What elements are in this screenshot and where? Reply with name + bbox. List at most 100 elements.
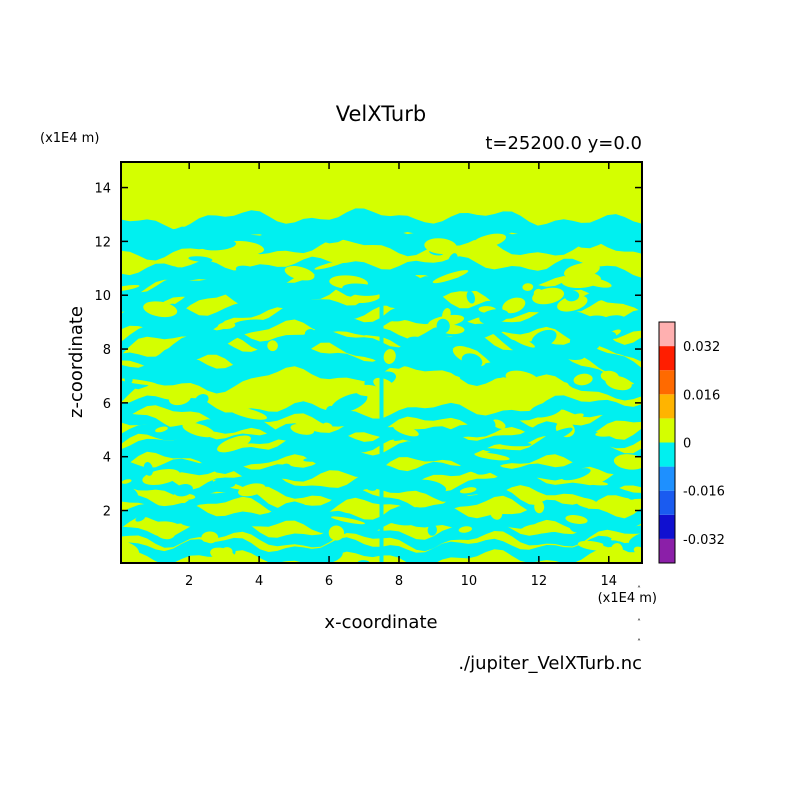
- turbulence-patch: [244, 355, 263, 368]
- turbulence-patch: [613, 454, 642, 470]
- turbulence-patch: [427, 524, 438, 536]
- turbulence-patch: [603, 331, 617, 341]
- turbulence-patch: [188, 256, 213, 262]
- turbulence-patch: [323, 422, 333, 431]
- turbulence-patch: [580, 277, 612, 288]
- turbulence-patch: [505, 370, 539, 387]
- turbulence-patch: [249, 381, 282, 401]
- turbulence-patch: [569, 335, 600, 351]
- center-seam: [379, 295, 384, 563]
- turbulence-patch: [584, 315, 614, 330]
- x-tick-label: 10: [461, 574, 478, 589]
- y-tick-label: 14: [94, 182, 111, 197]
- colorbar-swatch: [659, 442, 675, 467]
- turbulence-patch: [342, 283, 382, 296]
- turbulence-patch: [489, 504, 503, 520]
- heatmap-plot-area: [120, 161, 643, 564]
- turbulence-patch: [313, 547, 343, 563]
- y-tick-label: 4: [103, 451, 111, 466]
- colorbar-frame: [658, 321, 676, 564]
- turbulence-patch: [538, 427, 573, 445]
- colorbar-swatch: [659, 466, 675, 491]
- colorbar-swatch: [659, 418, 675, 443]
- x-tick-label: 2: [185, 574, 193, 589]
- colorbar-tick-label: -0.032: [683, 533, 725, 548]
- y-axis-unit: (x1E4 m): [40, 131, 99, 146]
- turbulence-patch: [600, 370, 619, 383]
- turbulence-patch: [475, 465, 497, 475]
- turbulence-patch: [530, 246, 567, 251]
- x-axis-unit: (x1E4 m): [598, 591, 657, 606]
- turbulence-patch: [577, 540, 608, 551]
- turbulence-patch: [573, 319, 588, 329]
- turbulence-patch: [561, 468, 591, 481]
- turbulence-patch: [534, 500, 545, 514]
- turbulence-patch: [355, 384, 380, 397]
- turbulence-patch: [509, 334, 536, 348]
- turbulence-patch: [565, 413, 584, 423]
- x-tick-label: 12: [531, 574, 548, 589]
- turbulence-patch: [121, 479, 132, 484]
- turbulence-patch: [432, 270, 469, 284]
- plot-frame: [120, 161, 643, 564]
- turbulence-patch: [328, 525, 345, 541]
- turbulence-patch: [633, 546, 642, 555]
- y-tick-label: 10: [94, 289, 111, 304]
- y-tick-label: 12: [94, 235, 111, 250]
- colorbar-tick-label: -0.016: [683, 485, 725, 500]
- turbulence-patch: [466, 291, 476, 304]
- y-tick-label: 2: [103, 505, 111, 520]
- turbulence-patch: [280, 384, 309, 392]
- x-tick-label: 6: [325, 574, 333, 589]
- colorbar-swatch: [659, 370, 675, 395]
- turbulence-patch: [629, 532, 642, 545]
- x-tick-label: 4: [255, 574, 263, 589]
- turbulence-patch: [143, 301, 178, 318]
- turbulence-patch: [557, 295, 588, 312]
- turbulence-patch: [217, 435, 251, 453]
- turbulence-patch: [633, 380, 642, 391]
- turbulence-patch: [383, 349, 396, 364]
- x-axis-label: x-coordinate: [324, 612, 437, 633]
- turbulence-patch: [238, 483, 266, 497]
- turbulence-patch: [281, 463, 292, 473]
- marker-dot: ˄: [637, 638, 641, 647]
- turbulence-patch: [213, 478, 236, 489]
- turbulence-patch: [436, 318, 450, 334]
- y-axis-label: z-coordinate: [66, 306, 87, 418]
- x-tick-label: 14: [601, 574, 618, 589]
- x-axis-ticks: 2 4 6 8 10 12 14: [185, 162, 617, 589]
- turbulence-patch: [181, 521, 203, 528]
- turbulence-patch: [479, 309, 509, 325]
- y-axis-ticks: 2 4 6 8 10 12 14: [94, 182, 642, 520]
- turbulence-patch: [121, 540, 139, 558]
- turbulence-patch: [298, 443, 313, 456]
- turbulence-patch: [164, 357, 197, 364]
- turbulence-patch: [471, 233, 507, 249]
- turbulence-patch: [611, 536, 625, 542]
- turbulence-patch: [409, 479, 447, 495]
- turbulence-patch: [190, 541, 214, 551]
- turbulence-patch: [533, 288, 544, 299]
- turbulence-patch: [389, 311, 414, 322]
- turbulence-patch: [529, 401, 563, 418]
- turbulence-patch: [451, 419, 461, 426]
- turbulence-patch: [502, 297, 526, 314]
- colorbar-swatch: [659, 346, 675, 371]
- turbulence-patch: [366, 486, 377, 491]
- turbulence-patch: [494, 283, 516, 297]
- turbulence-patch: [411, 507, 426, 513]
- turbulence-patch: [388, 271, 425, 289]
- turbulence-patch: [393, 424, 419, 437]
- turbulence-patch: [521, 523, 559, 534]
- colorbar-tick-label: 0.032: [683, 340, 720, 355]
- turbulence-patch: [217, 322, 236, 330]
- turbulence-patch: [490, 378, 506, 389]
- turbulence-patch: [407, 336, 424, 344]
- turbulence-patch: [121, 483, 138, 499]
- turbulence-patch: [154, 523, 176, 540]
- marker-dot: ˄: [637, 618, 641, 627]
- turbulence-patch: [284, 265, 315, 281]
- turbulence-patch: [124, 374, 133, 385]
- turbulence-patch: [388, 518, 415, 526]
